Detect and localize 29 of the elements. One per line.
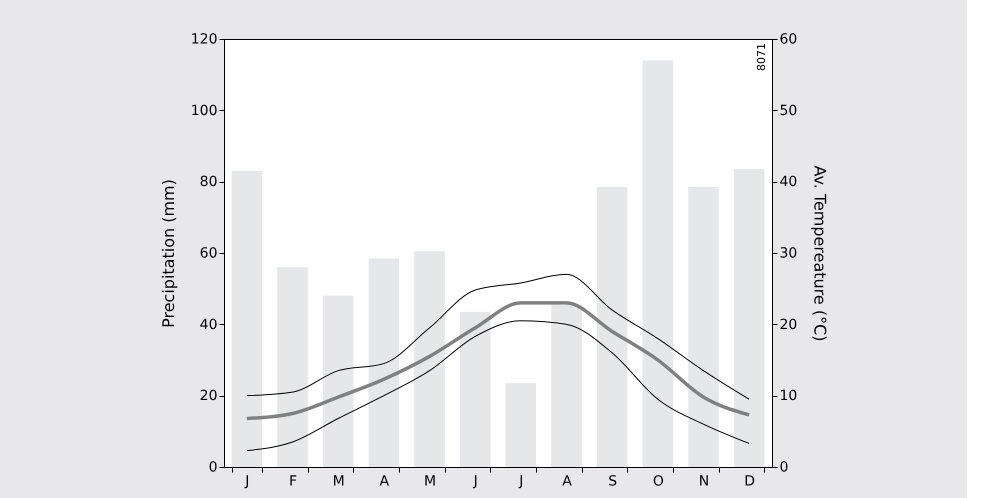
y-tick-label: 40 (200, 316, 218, 333)
y-tick-label: 100 (190, 102, 218, 119)
y2-tick-label: 40 (780, 174, 798, 190)
x-tick-label: S (608, 474, 618, 490)
y-tick-label: 20 (200, 388, 218, 404)
x-tick-label: D (744, 474, 756, 490)
y-tick-label: 120 (190, 32, 218, 48)
y-tick-label: 80 (200, 174, 218, 190)
y2-tick-label: 50 (780, 102, 798, 119)
x-tick-label: M (424, 474, 436, 490)
y2-axis-title: Av. Tempereature (°C) (810, 166, 830, 342)
y2-tick-label: 10 (780, 388, 798, 404)
annotation: 8071 (755, 43, 768, 71)
x-tick-label: A (562, 474, 572, 490)
y2-tick-label: 20 (780, 316, 798, 333)
x-tick-label: A (380, 474, 390, 490)
x-tick-label: J (244, 474, 250, 490)
y-tick-label: 60 (200, 246, 218, 262)
y-tick-label: 0 (208, 460, 218, 476)
y2-tick-label: 0 (780, 460, 788, 476)
y2-tick-label: 30 (780, 246, 798, 262)
x-tick-label: J (518, 474, 524, 490)
x-tick-label: F (288, 474, 298, 490)
y-axis-title: Precipitation (mm) (158, 179, 178, 328)
y2-tick-label: 60 (780, 32, 798, 48)
x-tick-label: O (652, 474, 664, 490)
x-tick-label: J (472, 474, 478, 490)
x-tick-label: M (332, 474, 345, 490)
x-tick-label: N (698, 474, 710, 490)
